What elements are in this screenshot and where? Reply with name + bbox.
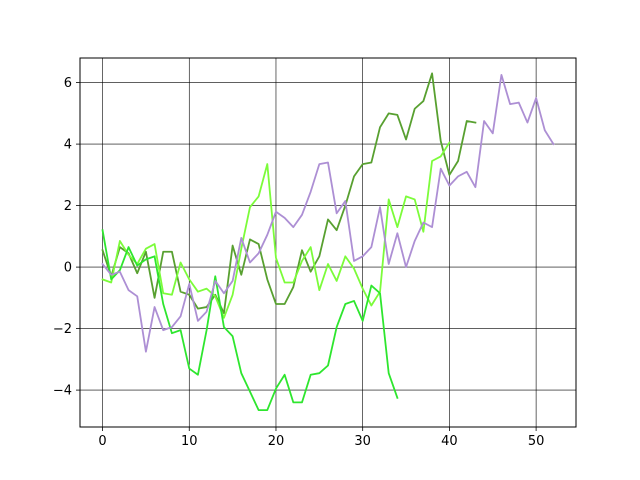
x-tick-label: 30 (354, 434, 371, 449)
axis-ticks: 0 10 20 30 40 50 −4 −2 0 2 4 6 (53, 76, 545, 449)
y-tick-label: 4 (64, 138, 72, 153)
y-tick-label: −4 (53, 384, 72, 399)
x-tick-label: 40 (441, 434, 458, 449)
y-tick-label: 0 (64, 261, 72, 276)
y-tick-label: 6 (64, 76, 72, 91)
x-tick-label: 20 (268, 434, 285, 449)
series-line-4 (101, 74, 555, 353)
series-line-1 (101, 72, 477, 315)
y-tick-label: 2 (64, 199, 72, 214)
y-tick-label: −2 (53, 322, 72, 337)
x-tick-label: 10 (181, 434, 198, 449)
series-line-2 (101, 141, 451, 319)
series-lines (101, 72, 555, 411)
series-line-3 (101, 229, 399, 411)
plot-frame (79, 57, 577, 428)
x-tick-label: 0 (98, 434, 106, 449)
x-tick-label: 50 (528, 434, 545, 449)
grid-lines (80, 58, 576, 427)
